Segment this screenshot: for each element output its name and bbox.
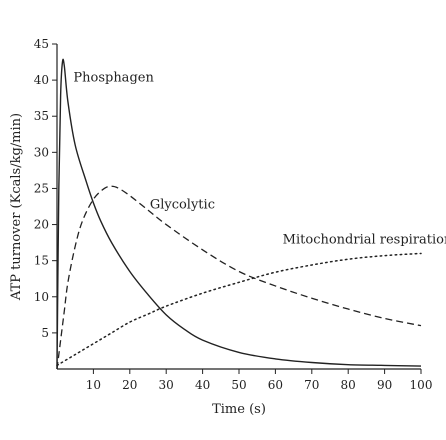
glycolytic-line xyxy=(56,185,422,370)
x-tick-label: 40 xyxy=(195,378,210,392)
y-tick-label: 15 xyxy=(34,254,49,268)
x-axis-title: Time (s) xyxy=(212,402,266,417)
mitochondrial-respiration-label: Mitochondrial respiration xyxy=(283,232,446,247)
series-lines xyxy=(56,58,422,370)
phosphagen-label: Phosphagen xyxy=(73,71,154,86)
mitochondrial-respiration-line xyxy=(56,252,422,367)
x-tick-label: 10 xyxy=(86,378,101,392)
y-tick-label: 45 xyxy=(34,37,49,51)
x-tick-label: 60 xyxy=(268,378,283,392)
x-tick-label: 30 xyxy=(159,378,174,392)
y-tick-label: 5 xyxy=(41,326,49,340)
y-tick-label: 35 xyxy=(34,109,49,123)
x-tick-label: 50 xyxy=(231,378,246,392)
y-axis-title: ATP turnover (Kcals/kg/min) xyxy=(9,113,24,301)
y-tick-label: 20 xyxy=(34,218,49,232)
phosphagen-line xyxy=(56,58,422,370)
series-labels: Phosphagen Glycolytic Mitochondrial respir… xyxy=(73,71,446,248)
x-tick-label: 80 xyxy=(341,378,356,392)
axes xyxy=(56,44,421,370)
y-tick-label: 30 xyxy=(34,145,49,159)
x-tick-label: 70 xyxy=(304,378,319,392)
x-tick-label: 20 xyxy=(122,378,137,392)
y-tick-label: 10 xyxy=(34,290,49,304)
y-tick-label: 25 xyxy=(34,181,49,195)
glycolytic-label: Glycolytic xyxy=(150,198,215,213)
x-tick-label: 90 xyxy=(377,378,392,392)
x-tick-label: 100 xyxy=(410,378,433,392)
ticks: 5 10 15 20 25 30 35 40 45 10 20 30 40 50 60 70 80 90 100 xyxy=(34,37,433,392)
y-tick-label: 40 xyxy=(34,73,49,87)
